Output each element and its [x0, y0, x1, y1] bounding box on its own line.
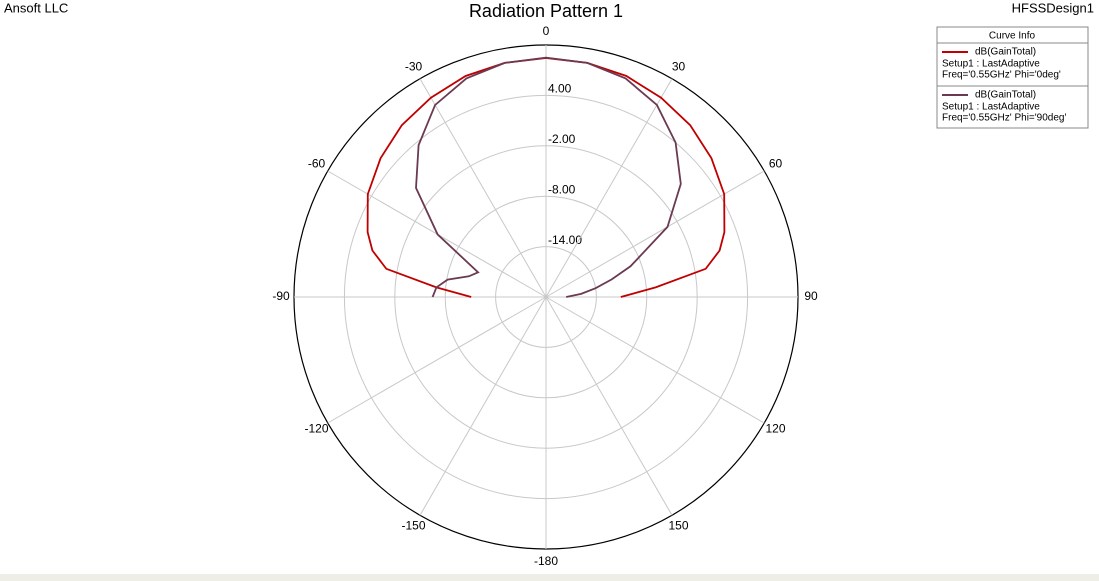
- legend-detail: Setup1 : LastAdaptive: [942, 59, 1040, 70]
- theta-tick-label: 120: [765, 422, 785, 436]
- legend-label: dB(GainTotal): [975, 90, 1036, 101]
- theta-tick-label: -60: [308, 157, 326, 171]
- legend: Curve Info dB(GainTotal)Setup1 : LastAda…: [936, 26, 1089, 129]
- grid-spoke: [545, 296, 673, 516]
- legend-box: [936, 26, 1089, 129]
- theta-tick-label: 0: [543, 24, 550, 38]
- theta-tick-label: 90: [804, 289, 818, 303]
- grid-spoke: [545, 170, 765, 298]
- theta-tick-label: -90: [272, 289, 290, 303]
- right-label: HFSSDesign1: [1012, 0, 1094, 15]
- grid-spoke: [327, 296, 547, 424]
- theta-tick-label: -30: [405, 60, 423, 74]
- r-tick-label: -14.00: [548, 233, 582, 247]
- grid-spoke: [545, 296, 765, 424]
- theta-tick-label: 30: [672, 60, 686, 74]
- theta-tick-label: -150: [401, 519, 425, 533]
- theta-tick-label: -120: [304, 422, 328, 436]
- r-tick-label: -8.00: [548, 182, 576, 196]
- status-strip: [0, 574, 1099, 581]
- theta-tick-label: 60: [769, 157, 783, 171]
- left-label: Ansoft LLC: [4, 0, 68, 15]
- theta-tick-label: -180: [534, 554, 558, 568]
- grid-spoke: [419, 296, 547, 516]
- curve: [415, 56, 682, 298]
- grid-spoke: [545, 78, 673, 298]
- legend-detail: Freq='0.55GHz' Phi='90deg': [942, 113, 1066, 124]
- r-tick-label: 4.00: [548, 82, 572, 96]
- chart-title: Radiation Pattern 1: [469, 1, 623, 21]
- legend-detail: Setup1 : LastAdaptive: [942, 102, 1040, 113]
- legend-label: dB(GainTotal): [975, 47, 1036, 58]
- theta-tick-label: 150: [668, 519, 688, 533]
- grid-spoke: [419, 78, 547, 298]
- r-tick-label: -2.00: [548, 132, 576, 146]
- legend-detail: Freq='0.55GHz' Phi='0deg': [942, 70, 1061, 81]
- legend-title: Curve Info: [989, 31, 1036, 42]
